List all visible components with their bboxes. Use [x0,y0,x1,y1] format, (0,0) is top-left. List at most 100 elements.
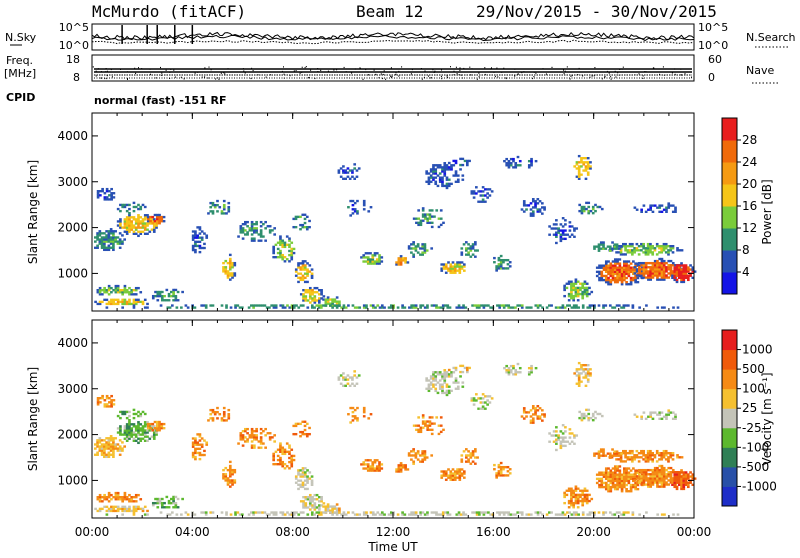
colorbar-tick-label: 500 [742,362,765,376]
power-cell [347,304,350,307]
velocity-cell [658,473,662,476]
nave-dot [505,77,507,80]
power-cell [620,283,624,286]
power-cell [691,266,695,269]
velocity-cell [655,452,659,455]
velocity-cell [342,372,345,375]
noise-right-tick-top: 10^5 [698,21,728,34]
velocity-cell [447,368,451,372]
power-cell [527,306,531,309]
power-cell [608,247,612,250]
power-cell [529,212,533,215]
nave-dot [111,76,113,78]
velocity-cell [629,490,633,493]
velocity-cell [589,416,593,420]
power-cell [675,270,679,273]
colorbar-segment [722,349,737,370]
velocity-cell [570,501,573,505]
power-cell [333,304,337,307]
velocity-cell [255,427,258,431]
power-cell [482,304,486,307]
velocity-cell [432,379,435,382]
velocity-cell [191,443,195,446]
power-cell [631,245,634,248]
velocity-cell [306,469,309,472]
velocity-cell [114,491,118,495]
power-cell [426,217,430,220]
velocity-cell [563,501,566,505]
power-cell [437,306,441,309]
velocity-cell [572,513,576,516]
power-cell [226,272,230,275]
power-cell [575,306,578,309]
power-cell [626,245,630,248]
power-cell [211,210,215,213]
power-cell [561,306,565,309]
power-cell [137,207,140,211]
nave-dot [391,75,393,78]
power-cell [116,298,120,301]
power-cell [536,210,540,213]
power-cell [320,291,323,294]
power-cell [174,299,178,302]
velocity-cell [285,450,289,453]
power-cell [618,262,622,265]
velocity-cell [489,513,492,516]
velocity-cell [460,472,464,475]
velocity-cell [318,496,321,499]
power-cell [684,274,688,277]
power-cell [586,171,590,174]
power-cell [302,295,305,298]
power-cell [123,220,127,223]
nave-dot [120,68,121,70]
power-cell [202,304,206,307]
power-cell [449,263,453,266]
velocity-cell [585,497,589,501]
velocity-cell [509,513,513,516]
power-cell [302,299,305,302]
velocity-cell [443,375,447,378]
velocity-cell [646,449,650,453]
power-cell [276,247,280,251]
power-cell [475,306,479,309]
velocity-cell [103,399,107,402]
velocity-cell [583,499,587,503]
velocity-cell [152,435,156,438]
power-cell [290,258,294,261]
velocity-cell [253,446,256,449]
velocity-cell [402,464,405,467]
velocity-cell [299,479,303,482]
power-cell [682,278,686,282]
velocity-cell [279,456,282,460]
power-cell [531,198,535,201]
velocity-cell [167,499,171,503]
velocity-cell [234,511,237,514]
nave-dot [491,67,492,69]
velocity-cell [582,414,586,418]
velocity-cell [155,422,159,426]
velocity-cell [441,373,444,376]
power-cell [105,198,109,201]
velocity-cell [624,456,627,459]
velocity-cell [446,511,450,514]
velocity-cell [634,481,637,485]
power-cell [128,228,131,231]
velocity-cell [222,473,225,476]
power-cell [673,270,677,273]
velocity-cell [439,424,443,427]
power-cell [472,192,476,195]
velocity-cell [499,474,503,477]
power-cell [447,161,451,165]
power-cell [534,304,538,307]
velocity-cell [439,416,443,419]
power-cell [148,230,152,233]
power-cell [586,163,590,166]
power-cell [527,164,531,167]
power-cell [441,170,444,173]
power-cell [112,248,115,252]
power-cell [623,260,626,263]
nave-dot [533,71,535,73]
power-cell [259,239,263,242]
velocity-cell [404,464,407,467]
velocity-cell [158,424,161,428]
